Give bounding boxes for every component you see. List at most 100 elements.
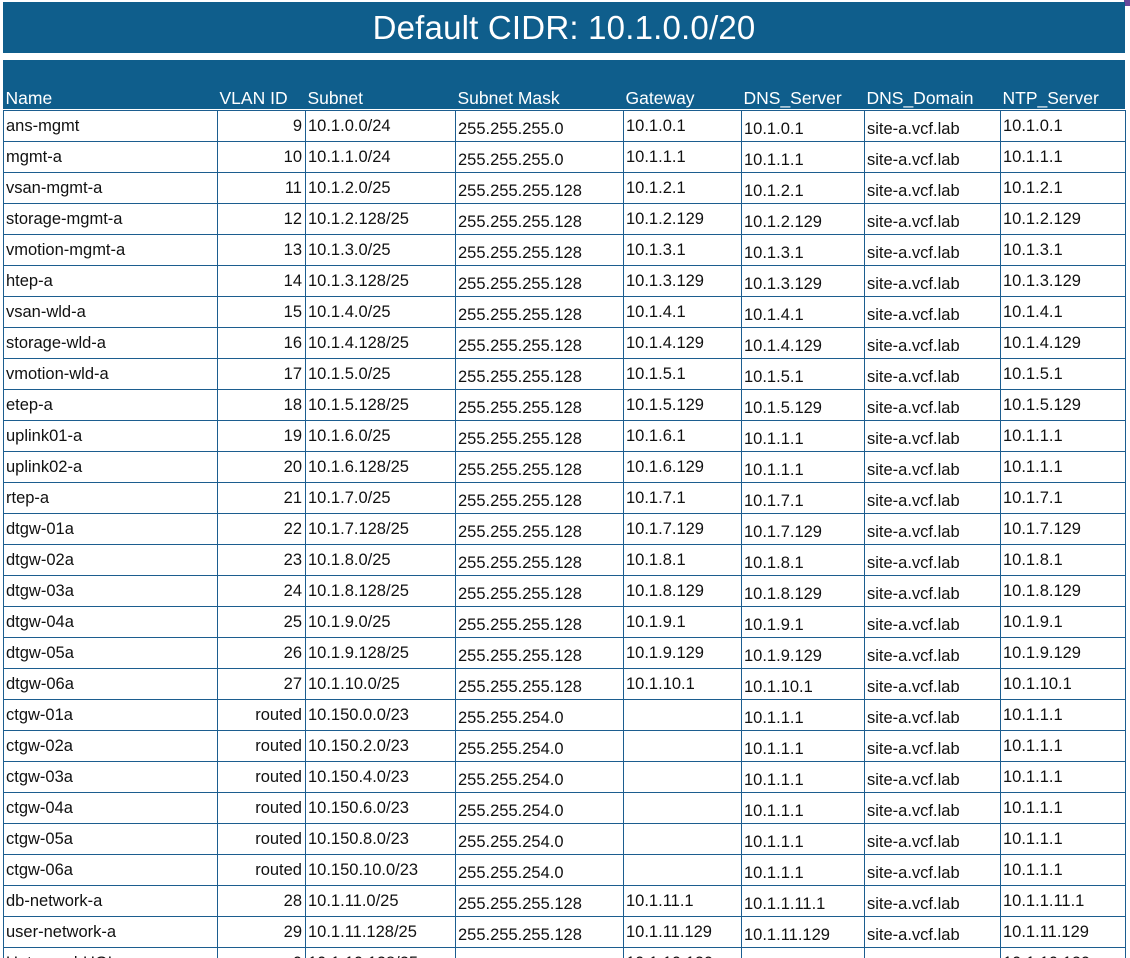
cell-name: ctgw-06a xyxy=(3,854,218,886)
cell-gateway xyxy=(623,854,742,886)
cell-vlan-id: routed xyxy=(217,699,306,731)
cell-vlan-id: 17 xyxy=(217,358,306,390)
cell-vlan-id: routed xyxy=(217,823,306,855)
cell-dns-domain: site-a.vcf.lab xyxy=(864,358,1001,390)
cell-dns-server: 10.1.1.1 xyxy=(741,823,865,855)
cell-gateway: 10.1.6.1 xyxy=(623,420,742,452)
cell-dns-domain: site-a.vcf.lab xyxy=(864,637,1001,669)
cell-vlan-id: routed xyxy=(217,792,306,824)
cell-subnet: 10.1.9.128/25 xyxy=(305,637,456,669)
cell-gateway: 10.1.2.129 xyxy=(623,203,742,235)
cell-dns-server: 10.1.1.1 xyxy=(741,451,865,483)
cell-vlan-id: routed xyxy=(217,730,306,762)
cell-subnet: 10.150.8.0/23 xyxy=(305,823,456,855)
table-header: Name VLAN ID Subnet Subnet Mask Gateway DNS_S… xyxy=(4,60,1126,111)
cell-dns-domain: site-a.vcf.lab xyxy=(864,947,1001,958)
cell-dns-domain: site-a.vcf.lab xyxy=(864,203,1001,235)
cell-gateway: 10.1.8.1 xyxy=(623,544,742,576)
cell-name: ans-mgmt xyxy=(3,110,218,142)
table-row: htep-a 14 10.1.3.128/25 255.255.255.128 10.1… xyxy=(3,265,1126,297)
cell-ntp-server: 10.1.10.1 xyxy=(1000,668,1126,700)
cell-gateway: 10.1.8.129 xyxy=(623,575,742,607)
cell-subnet-mask: 255.255.255.128 xyxy=(455,389,624,421)
cell-subnet-mask: 255.255.255.128 xyxy=(455,203,624,235)
cell-ntp-server: 10.1.2.1 xyxy=(1000,172,1126,204)
header-name: Name xyxy=(5,88,53,108)
cell-ntp-server: 10.1.0.1 xyxy=(1000,110,1126,142)
cell-dns-domain: site-a.vcf.lab xyxy=(864,482,1001,514)
table-row: user-network-a 29 10.1.11.128/25 255.255.25… xyxy=(3,916,1126,948)
cell-dns-domain: site-a.vcf.lab xyxy=(864,668,1001,700)
cell-subnet: 10.1.5.128/25 xyxy=(305,389,456,421)
cell-dns-domain: site-a.vcf.lab xyxy=(864,792,1001,824)
cell-ntp-server: 10.1.5.129 xyxy=(1000,389,1126,421)
cell-subnet-mask: 255.255.255.128 xyxy=(455,296,624,328)
cell-gateway: 10.1.4.1 xyxy=(623,296,742,328)
cell-ntp-server: 10.1.9.1 xyxy=(1000,606,1126,638)
cell-ntp-server: 10.1.2.129 xyxy=(1000,203,1126,235)
table-row: ctgw-02a routed 10.150.2.0/23 255.255.254.0… xyxy=(3,730,1126,762)
cell-gateway: 10.1.7.1 xyxy=(623,482,742,514)
cell-dns-server: 10.1.4.129 xyxy=(741,327,865,359)
cell-dns-domain: site-a.vcf.lab xyxy=(864,513,1001,545)
table-body: ans-mgmt 9 10.1.0.0/24 255.255.255.0 10.1.0.… xyxy=(3,110,1126,958)
cell-dns-domain: site-a.vcf.lab xyxy=(864,606,1001,638)
cell-gateway: 10.1.3.129 xyxy=(623,265,742,297)
cell-subnet: 10.1.8.128/25 xyxy=(305,575,456,607)
header-subnet: Subnet xyxy=(307,88,363,108)
cell-vlan-id: 24 xyxy=(217,575,306,607)
cell-name: vmotion-wld-a xyxy=(3,358,218,390)
cell-subnet-mask: 255.255.255.128 xyxy=(455,420,624,452)
cell-vlan-id: routed xyxy=(217,854,306,886)
cell-vlan-id: 22 xyxy=(217,513,306,545)
cell-subnet: 10.1.7.128/25 xyxy=(305,513,456,545)
table-row: db-network-a 28 10.1.11.0/25 255.255.255.12… xyxy=(3,885,1126,917)
cell-ntp-server: 10.1.8.129 xyxy=(1000,575,1126,607)
cell-vlan-id: 26 xyxy=(217,637,306,669)
cell-ntp-server: 10.1.4.1 xyxy=(1000,296,1126,328)
cell-gateway xyxy=(623,823,742,855)
cell-subnet-mask: 255.255.255.128 xyxy=(455,513,624,545)
header-vlan-id: VLAN ID xyxy=(219,88,288,108)
cell-subnet-mask: 255.255.255.128 xyxy=(455,668,624,700)
cell-gateway: 10.1.2.1 xyxy=(623,172,742,204)
cell-dns-domain: site-a.vcf.lab xyxy=(864,885,1001,917)
table-row: dtgw-04a 25 10.1.9.0/25 255.255.255.128 10.1… xyxy=(3,606,1126,638)
cell-vlan-id: 27 xyxy=(217,668,306,700)
table-row: dtgw-02a 23 10.1.8.0/25 255.255.255.128 10.1… xyxy=(3,544,1126,576)
cell-gateway xyxy=(623,761,742,793)
cell-dns-server: 10.1.1.1 xyxy=(741,730,865,762)
cell-ntp-server: 10.1.1.1 xyxy=(1000,792,1126,824)
cell-dns-domain: site-a.vcf.lab xyxy=(864,451,1001,483)
table-row: storage-wld-a 16 10.1.4.128/25 255.255.255.… xyxy=(3,327,1126,359)
cell-dns-server: 10.1.8.1 xyxy=(741,544,865,576)
header-gateway: Gateway xyxy=(625,88,695,108)
table-row: mgmt-a 10 10.1.1.0/24 255.255.255.0 10.1.1.1… xyxy=(3,141,1126,173)
cell-dns-server: 10.1.2.1 xyxy=(741,172,865,204)
cell-subnet-mask: 255.255.254.0 xyxy=(455,854,624,886)
cell-subnet: 10.1.3.128/25 xyxy=(305,265,456,297)
table-row: uplink02-a 20 10.1.6.128/25 255.255.255.128… xyxy=(3,451,1126,483)
cell-gateway: 10.1.9.129 xyxy=(623,637,742,669)
cell-ntp-server: 10.1.5.1 xyxy=(1000,358,1126,390)
cell-ntp-server: 10.1.1.1 xyxy=(1000,699,1126,731)
cell-vlan-id: routed xyxy=(217,761,306,793)
cell-subnet-mask: 255.255.255.128 xyxy=(455,947,624,958)
cell-gateway xyxy=(623,699,742,731)
table-row: storage-mgmt-a 12 10.1.2.128/25 255.255.255… xyxy=(3,203,1126,235)
cell-name: storage-mgmt-a xyxy=(3,203,218,235)
cell-vlan-id: 29 xyxy=(217,916,306,948)
cell-subnet-mask: 255.255.254.0 xyxy=(455,699,624,731)
cell-vlan-id: 25 xyxy=(217,606,306,638)
cell-gateway: 10.1.1.1 xyxy=(623,141,742,173)
cell-gateway: 10.1.0.1 xyxy=(623,110,742,142)
cell-vlan-id: 15 xyxy=(217,296,306,328)
cell-subnet: 10.1.4.0/25 xyxy=(305,296,456,328)
cell-vlan-id: 10 xyxy=(217,141,306,173)
cell-name: Untagged-HOL xyxy=(3,947,218,958)
cell-dns-server: 10.1.7.129 xyxy=(741,513,865,545)
cell-name: dtgw-05a xyxy=(3,637,218,669)
cell-subnet: 10.1.10.0/25 xyxy=(305,668,456,700)
table-row: ans-mgmt 9 10.1.0.0/24 255.255.255.0 10.1.0.… xyxy=(3,110,1126,142)
